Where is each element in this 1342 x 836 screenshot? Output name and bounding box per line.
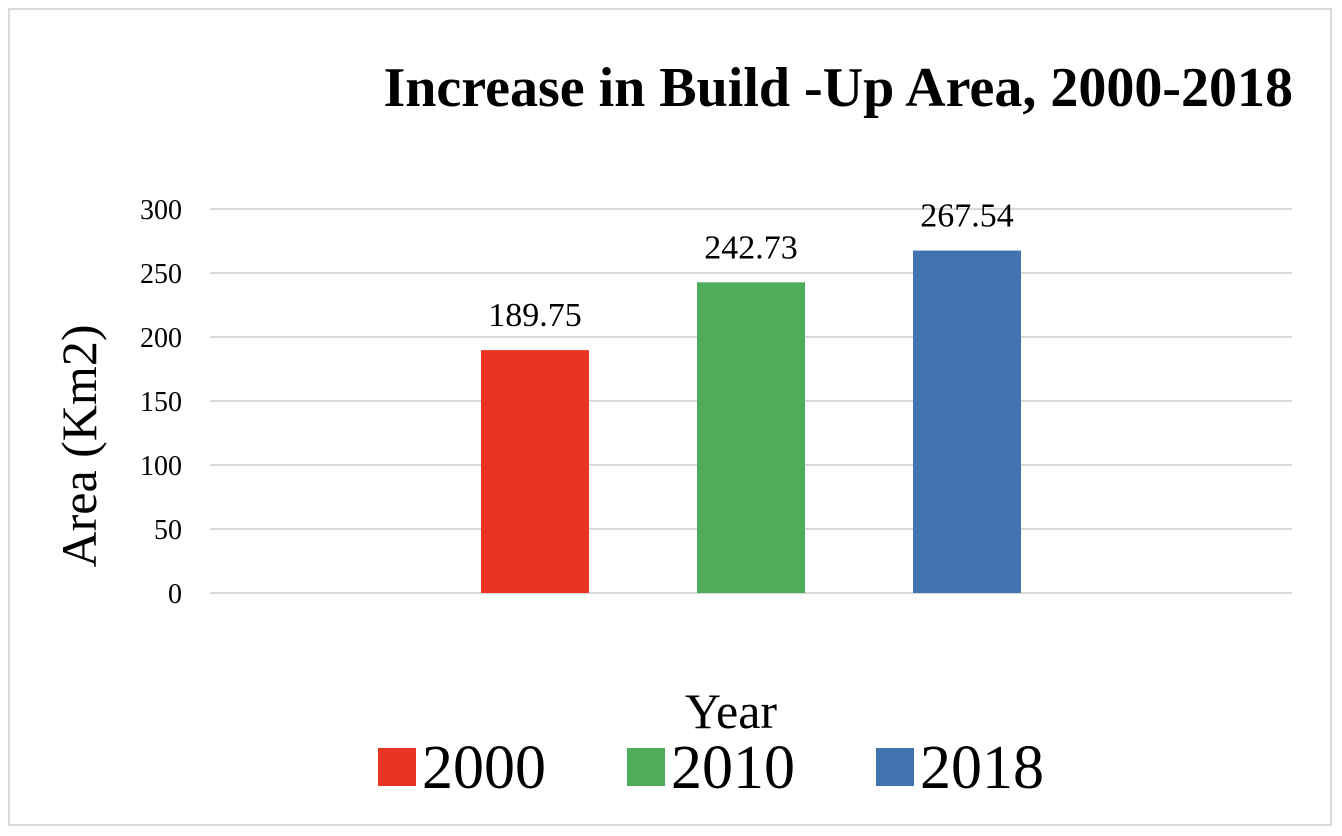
chart-title: Increase in Build -Up Area, 2000-2018 <box>383 57 1293 119</box>
data-label-2010: 242.73 <box>704 229 798 266</box>
bars <box>481 250 1021 593</box>
y-tick-label: 50 <box>154 515 182 546</box>
legend-swatch-2000 <box>378 748 416 786</box>
bar-2018 <box>913 250 1021 593</box>
y-tick-label: 300 <box>140 195 182 226</box>
y-tick-label: 150 <box>140 387 182 418</box>
y-tick-label: 0 <box>168 579 182 610</box>
legend-label-2018: 2018 <box>920 734 1044 802</box>
chart-frame <box>8 8 1332 826</box>
legend-swatch-2010 <box>627 748 665 786</box>
data-label-2000: 189.75 <box>488 297 582 334</box>
legend-label-2000: 2000 <box>422 734 546 802</box>
y-tick-label: 100 <box>140 451 182 482</box>
legend: 2000 2010 2018 <box>378 734 1044 802</box>
bar-2010 <box>697 282 805 593</box>
y-tick-label: 250 <box>140 259 182 290</box>
y-tick-label: 200 <box>140 323 182 354</box>
y-axis-ticks: 0 50 100 150 200 250 300 <box>140 195 182 610</box>
bar-2000 <box>481 350 589 593</box>
data-label-2018: 267.54 <box>920 198 1014 235</box>
legend-label-2010: 2010 <box>671 734 795 802</box>
data-labels: 189.75 242.73 267.54 <box>488 198 1014 335</box>
x-axis-label: Year <box>685 683 777 739</box>
y-axis-label: Area (Km2) <box>51 325 107 568</box>
legend-swatch-2018 <box>876 748 914 786</box>
